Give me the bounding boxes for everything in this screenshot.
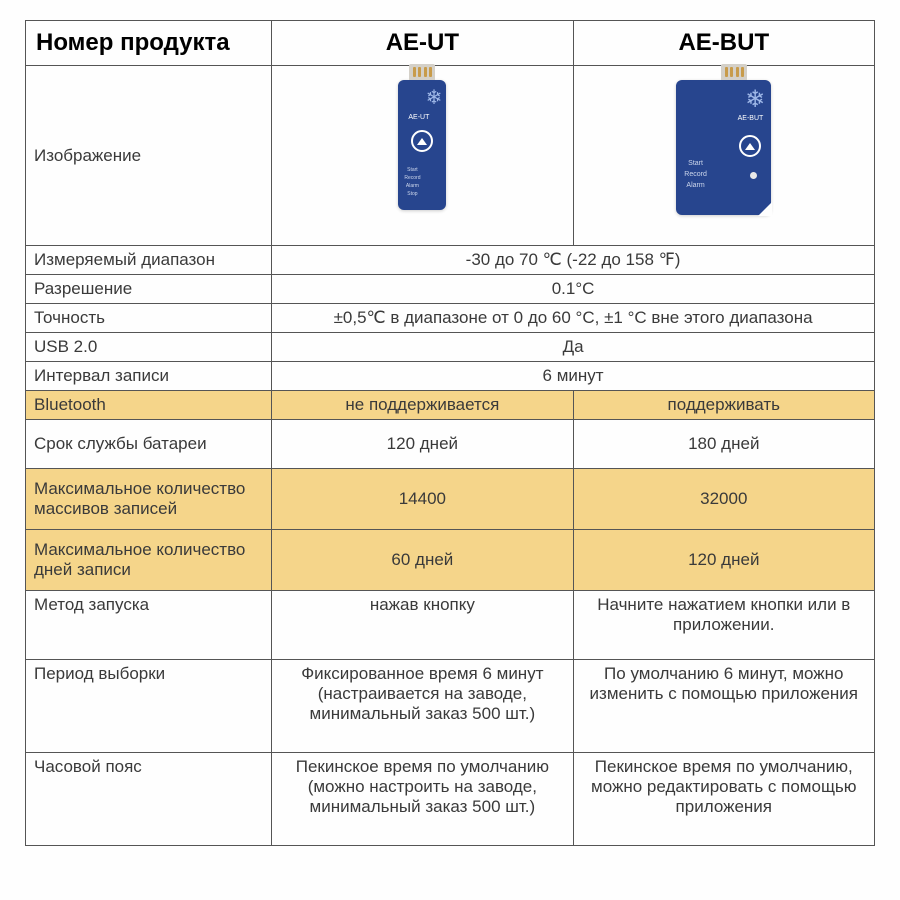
tz-ae-but: Пекинское время по умолчанию, можно реда…	[573, 753, 874, 846]
tz-label: Часовой пояс	[26, 753, 272, 846]
header-ae-but: AE-BUT	[573, 21, 874, 66]
maxrec-row: Максимальное количество массивов записей…	[26, 469, 875, 530]
accuracy-row: Точность ±0,5℃ в диапазоне от 0 до 60 °C…	[26, 304, 875, 333]
range-row: Измеряемый диапазон -30 до 70 ℃ (-22 до …	[26, 246, 875, 275]
usb-label: USB 2.0	[26, 333, 272, 362]
header-row: Номер продукта AE-UT AE-BUT	[26, 21, 875, 66]
image-ae-but: ❄ AE-BUT Start Record Alarm	[573, 66, 874, 246]
maxdays-row: Максимальное количество дней записи 60 д…	[26, 530, 875, 591]
maxrec-ae-but: 32000	[573, 469, 874, 530]
interval-row: Интервал записи 6 минут	[26, 362, 875, 391]
battery-ae-ut: 120 дней	[272, 420, 573, 469]
bluetooth-ae-but: поддерживать	[573, 391, 874, 420]
sampling-row: Период выборки Фиксированное время 6 мин…	[26, 660, 875, 753]
maxrec-ae-ut: 14400	[272, 469, 573, 530]
interval-label: Интервал записи	[26, 362, 272, 391]
range-label: Измеряемый диапазон	[26, 246, 272, 275]
usb-value: Да	[272, 333, 875, 362]
resolution-row: Разрешение 0.1°C	[26, 275, 875, 304]
resolution-value: 0.1°C	[272, 275, 875, 304]
range-value: -30 до 70 ℃ (-22 до 158 ℉)	[272, 246, 875, 275]
device-ae-ut-icon: ❄ AE-UT Start Record Alarm Stop	[398, 80, 446, 210]
bluetooth-row: Bluetooth не поддерживается поддерживать	[26, 391, 875, 420]
maxdays-ae-ut: 60 дней	[272, 530, 573, 591]
accuracy-label: Точность	[26, 304, 272, 333]
sampling-ae-ut: Фиксированное время 6 минут (настраивает…	[272, 660, 573, 753]
header-ae-ut: AE-UT	[272, 21, 573, 66]
maxrec-label: Максимальное количество массивов записей	[26, 469, 272, 530]
sampling-ae-but: По умолчанию 6 минут, можно изменить с п…	[573, 660, 874, 753]
battery-label: Срок службы батареи	[26, 420, 272, 469]
header-product-number: Номер продукта	[26, 21, 272, 66]
method-ae-ut: нажав кнопку	[272, 591, 573, 660]
maxdays-label: Максимальное количество дней записи	[26, 530, 272, 591]
image-label: Изображение	[26, 66, 272, 246]
usb-row: USB 2.0 Да	[26, 333, 875, 362]
method-row: Метод запуска нажав кнопку Начните нажат…	[26, 591, 875, 660]
tz-row: Часовой пояс Пекинское время по умолчани…	[26, 753, 875, 846]
comparison-table: Номер продукта AE-UT AE-BUT Изображение …	[25, 20, 875, 846]
method-label: Метод запуска	[26, 591, 272, 660]
battery-row: Срок службы батареи 120 дней 180 дней	[26, 420, 875, 469]
interval-value: 6 минут	[272, 362, 875, 391]
image-ae-ut: ❄ AE-UT Start Record Alarm Stop	[272, 66, 573, 246]
tz-ae-ut: Пекинское время по умолчанию (можно наст…	[272, 753, 573, 846]
device-ae-but-icon: ❄ AE-BUT Start Record Alarm	[676, 80, 771, 215]
maxdays-ae-but: 120 дней	[573, 530, 874, 591]
image-row: Изображение ❄ AE-UT Start Record Alarm S…	[26, 66, 875, 246]
bluetooth-label: Bluetooth	[26, 391, 272, 420]
battery-ae-but: 180 дней	[573, 420, 874, 469]
sampling-label: Период выборки	[26, 660, 272, 753]
accuracy-value: ±0,5℃ в диапазоне от 0 до 60 °C, ±1 °C в…	[272, 304, 875, 333]
bluetooth-ae-ut: не поддерживается	[272, 391, 573, 420]
resolution-label: Разрешение	[26, 275, 272, 304]
method-ae-but: Начните нажатием кнопки или в приложении…	[573, 591, 874, 660]
